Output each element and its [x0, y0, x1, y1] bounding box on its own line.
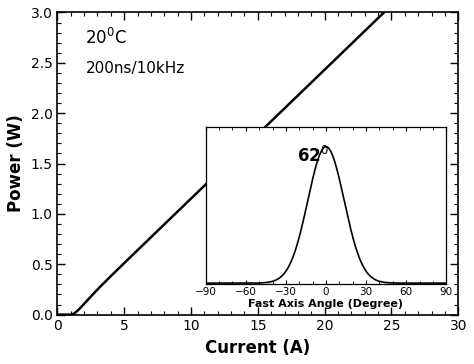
Text: 200ns/10kHz: 200ns/10kHz — [85, 61, 185, 76]
X-axis label: Current (A): Current (A) — [205, 339, 310, 357]
Y-axis label: Power (W): Power (W) — [7, 115, 25, 213]
Text: 20$^0$C: 20$^0$C — [85, 28, 128, 48]
